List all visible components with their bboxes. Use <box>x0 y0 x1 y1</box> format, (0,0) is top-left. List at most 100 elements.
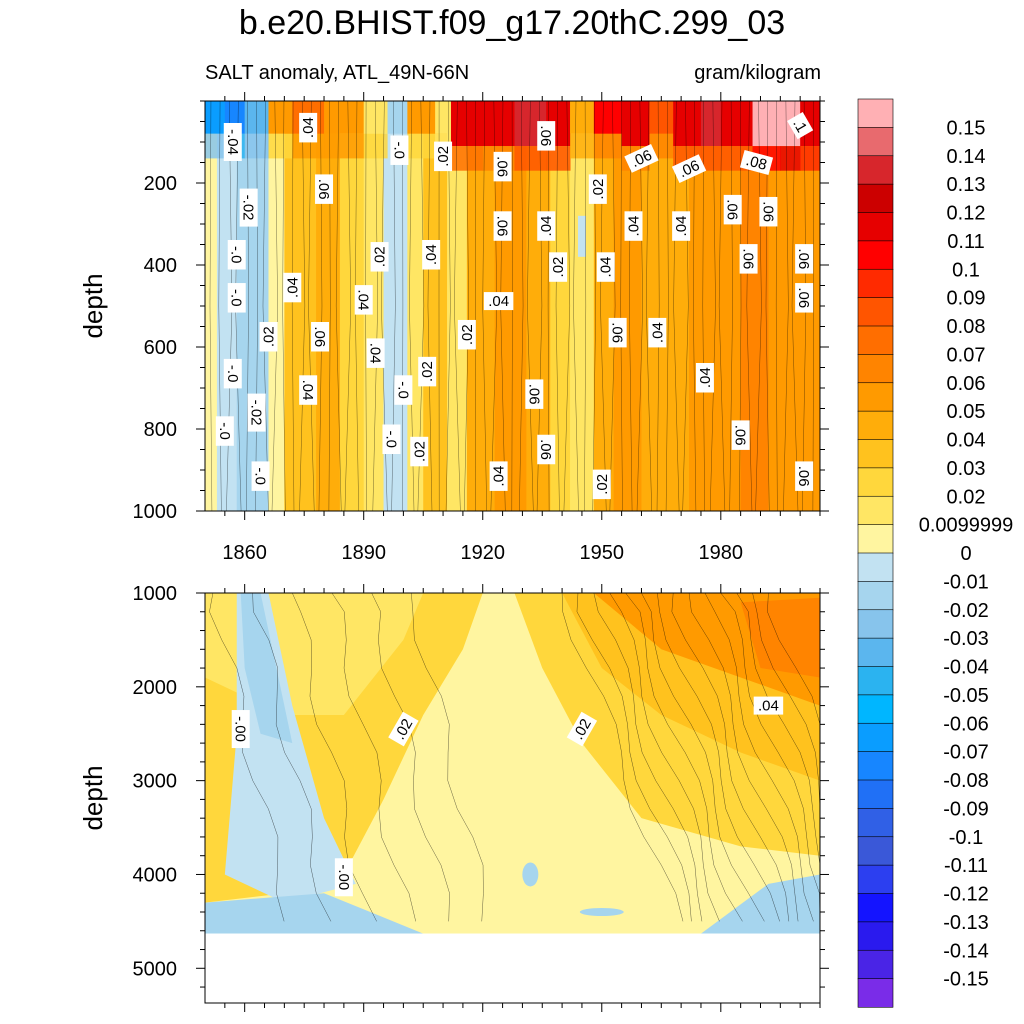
contour-label-31: .02 <box>259 322 278 352</box>
colorbar-label-23: -0.08 <box>943 770 989 792</box>
colorbar-swatch-21 <box>857 694 894 724</box>
contour-label-bg <box>648 317 667 348</box>
contour-label-text: .06 <box>732 425 749 446</box>
colorbar-label-21: -0.06 <box>943 713 989 735</box>
contour-label-text: .04 <box>538 216 555 237</box>
colorbar-label-3: 0.12 <box>947 203 986 225</box>
contour-label-text: -.0 <box>228 289 245 307</box>
lower-frame <box>204 592 821 1004</box>
colorbar-swatch-23 <box>857 751 894 781</box>
contour-label-bg <box>493 151 512 182</box>
contour-label-text: -.00 <box>232 716 249 742</box>
colorbar-label-6: 0.09 <box>947 288 986 310</box>
contour-label-text: .06 <box>740 248 757 269</box>
colorbar-label-4: 0.11 <box>947 231 984 253</box>
surface-band-19 <box>700 101 722 147</box>
no-data-region <box>205 933 820 934</box>
colorbar-label-14: 0.0099999 <box>919 515 1014 537</box>
contour-line <box>736 593 820 922</box>
contour-label-bg <box>390 135 409 165</box>
contour-label-bg <box>624 144 659 173</box>
band-16 <box>570 101 595 511</box>
contour-line <box>282 101 286 511</box>
colorbar-label-17: -0.02 <box>943 600 989 622</box>
contour-label-36: .04 <box>366 338 385 368</box>
contour-label-33: .02 <box>457 319 476 350</box>
colorbar-label-16: -0.01 <box>943 571 989 593</box>
band-0 <box>205 101 218 511</box>
contour-label-5: .06 <box>493 151 512 182</box>
contour-line <box>767 593 820 922</box>
contour-line <box>561 593 684 922</box>
lower-contour-label-4: -.00 <box>334 858 353 897</box>
colorbar-swatch-16 <box>857 552 894 582</box>
upper-panel: -.04 .04 -.0 .02 .06 .06 .06 .06 .08 .1 .06 -.02 .02… <box>205 101 820 511</box>
colorbar-label-25: -0.1 <box>949 827 983 849</box>
contour-line <box>646 101 652 511</box>
surface-band-18 <box>673 101 702 147</box>
contour-label-51: .02 <box>592 469 611 500</box>
contour-label-text: .04 <box>491 466 508 487</box>
chart-title: b.e20.BHIST.f09_g17.20thC.299_03 <box>238 4 786 42</box>
surface-band-14 <box>570 101 595 134</box>
contour-label-bg <box>247 393 266 432</box>
contour-label-text: .06 <box>315 179 332 200</box>
contour-label-text: -.02 <box>248 400 265 426</box>
colorbar-label-10: 0.05 <box>947 401 986 423</box>
contour-line <box>783 101 789 511</box>
contour-label-bg <box>672 211 691 241</box>
contour-line <box>573 101 579 511</box>
contour-label-bg <box>231 710 250 749</box>
contour-label-text: .06 <box>525 384 542 405</box>
contour-label-29: .04 <box>483 292 514 311</box>
contour-label-bg <box>731 420 750 450</box>
contour-line <box>641 593 765 922</box>
contour-label-4: .06 <box>537 121 556 151</box>
contour-label-text: .06 <box>759 201 776 222</box>
contour-line <box>812 101 814 511</box>
contour-label-text: .02 <box>550 257 567 278</box>
contour-label-text: .02 <box>260 326 277 347</box>
colorbar-label-13: 0.02 <box>947 486 986 508</box>
contour-line <box>427 101 433 511</box>
contour-label-bg <box>370 242 389 272</box>
contour-label-16: .04 <box>672 211 691 241</box>
contour-label-text: .02 <box>590 179 607 200</box>
band-15 <box>550 101 571 511</box>
colorbar-swatch-5 <box>857 240 894 270</box>
contour-line <box>482 101 487 511</box>
contour-line <box>609 593 720 922</box>
contour-label-text: .06 <box>494 156 511 177</box>
colorbar-swatch-3 <box>857 183 894 214</box>
surface-band-5 <box>324 101 365 134</box>
lower-contour-label-3: .04 <box>753 696 784 715</box>
colorbar-label-29: -0.14 <box>943 940 989 962</box>
contour-label-32: .06 <box>311 322 330 352</box>
contour-line <box>704 593 814 922</box>
contour-label-20: .02 <box>370 242 389 272</box>
contour-label-text: -.02 <box>240 195 257 221</box>
band-7 <box>363 101 385 511</box>
colorbar-label-19: -0.04 <box>943 657 989 679</box>
contour-label-text: -.0 <box>252 467 269 485</box>
contour-label-8: .08 <box>739 149 774 176</box>
region-warmest <box>740 597 820 678</box>
contour-line <box>331 593 417 922</box>
contour-line <box>209 593 285 922</box>
contour-label-bg <box>525 379 544 409</box>
contour-label-bg <box>493 211 512 241</box>
contour-label-bg <box>671 154 707 184</box>
contour-label-bg <box>795 244 814 274</box>
contour-label-bg <box>227 240 246 270</box>
upper-ytick-label-600: 600 <box>144 337 177 359</box>
contour-label-text: .04 <box>673 216 690 237</box>
contour-line <box>688 593 799 922</box>
colorbar-swatch-4 <box>857 212 894 242</box>
axes-group: 1860 1890 1920 1950 1980 200 400 600 800 1000 1000… <box>78 92 829 1012</box>
contour-line <box>209 101 213 511</box>
contour-line <box>291 101 295 511</box>
contour-label-bg <box>334 858 353 897</box>
contour-label-bg <box>795 461 814 491</box>
contour-label-text: .04 <box>423 244 440 265</box>
